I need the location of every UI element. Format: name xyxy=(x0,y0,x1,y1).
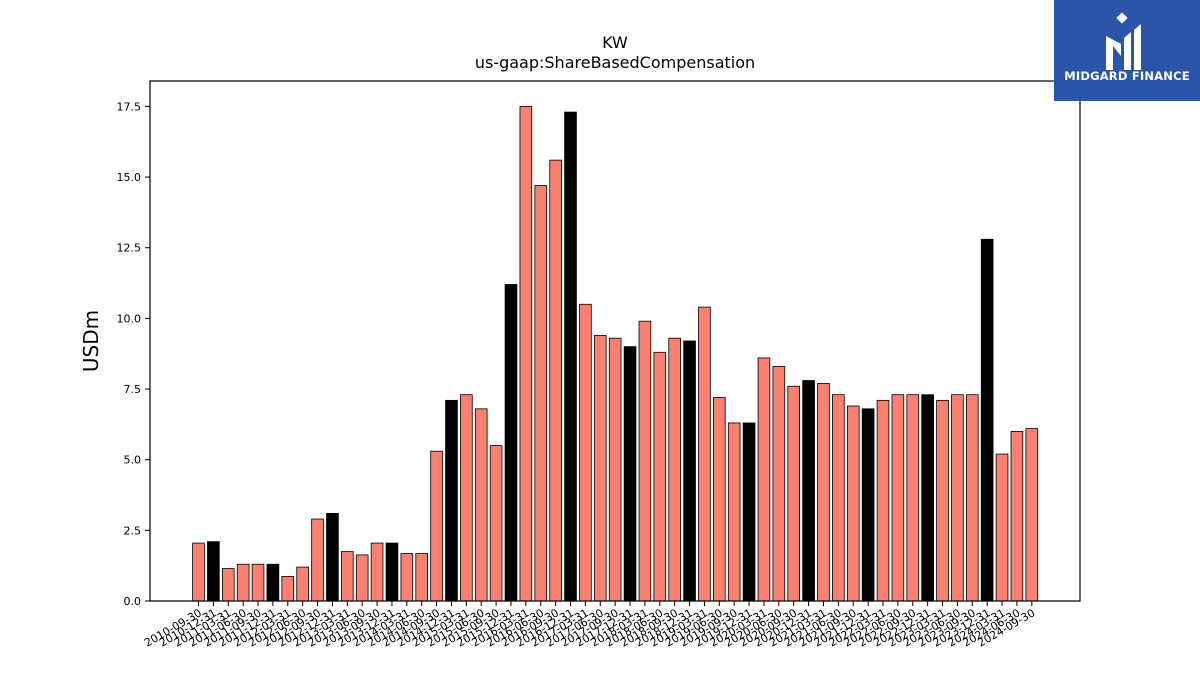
bar xyxy=(654,352,666,601)
y-axis-label: USDm xyxy=(79,310,103,372)
bar xyxy=(699,307,711,601)
y-tick-label: 10.0 xyxy=(117,312,142,325)
bar xyxy=(862,409,874,601)
bar xyxy=(475,409,487,601)
bar xyxy=(282,576,294,601)
bar xyxy=(937,400,949,601)
y-tick-label: 12.5 xyxy=(117,242,142,255)
bar xyxy=(594,335,606,601)
bar xyxy=(446,400,458,601)
bar xyxy=(297,567,309,601)
y-tick-label: 17.5 xyxy=(117,100,142,113)
bar xyxy=(966,395,978,601)
logo-text: MIDGARD FINANCE xyxy=(1054,69,1200,83)
bar xyxy=(386,543,398,601)
bar xyxy=(401,554,413,601)
bar xyxy=(193,543,205,601)
chart-title: KW xyxy=(150,33,1080,52)
bar xyxy=(460,395,472,601)
bar xyxy=(431,451,443,601)
bar xyxy=(222,569,234,602)
y-tick-label: 2.5 xyxy=(124,524,142,537)
bar xyxy=(1011,431,1023,601)
bar xyxy=(832,395,844,601)
bar xyxy=(207,542,219,601)
bar xyxy=(669,338,681,601)
y-tick-label: 7.5 xyxy=(124,383,142,396)
y-tick-label: 15.0 xyxy=(117,171,142,184)
bar xyxy=(356,555,368,601)
bar xyxy=(892,395,904,601)
bar xyxy=(579,304,591,601)
bar xyxy=(758,358,770,601)
bar xyxy=(907,395,919,601)
bar xyxy=(639,321,651,601)
bar xyxy=(267,564,279,601)
bar xyxy=(877,400,889,601)
y-tick-label: 0.0 xyxy=(124,595,142,608)
bar xyxy=(996,454,1008,601)
bar xyxy=(550,160,562,601)
bar xyxy=(773,366,785,601)
bar xyxy=(922,395,934,601)
chart-subtitle: us-gaap:ShareBasedCompensation xyxy=(150,53,1080,72)
bar xyxy=(1026,429,1038,601)
bar xyxy=(565,112,577,601)
bar xyxy=(327,513,339,601)
bar xyxy=(416,554,428,601)
y-tick-label: 5.0 xyxy=(124,454,142,467)
bar xyxy=(818,383,830,601)
bar xyxy=(609,338,621,601)
bar xyxy=(252,564,264,601)
logo-mark-icon xyxy=(1054,0,1200,101)
bar xyxy=(684,341,696,601)
bar xyxy=(981,239,993,601)
bar-chart: 2010-09-302010-12-312011-03-312011-06-30… xyxy=(0,0,1200,675)
bar xyxy=(624,347,636,601)
bar xyxy=(535,186,547,601)
bar xyxy=(237,564,249,601)
midgard-finance-logo: MIDGARD FINANCE xyxy=(1054,0,1200,101)
bar xyxy=(520,106,532,601)
bar xyxy=(341,552,353,601)
bar xyxy=(505,284,517,601)
bar xyxy=(490,446,502,601)
bar xyxy=(743,423,755,601)
bar xyxy=(951,395,963,601)
bar xyxy=(803,381,815,601)
bar xyxy=(371,543,383,601)
bar xyxy=(788,386,800,601)
bar xyxy=(847,406,859,601)
bar xyxy=(728,423,740,601)
bar xyxy=(312,519,324,601)
bar xyxy=(713,398,725,601)
